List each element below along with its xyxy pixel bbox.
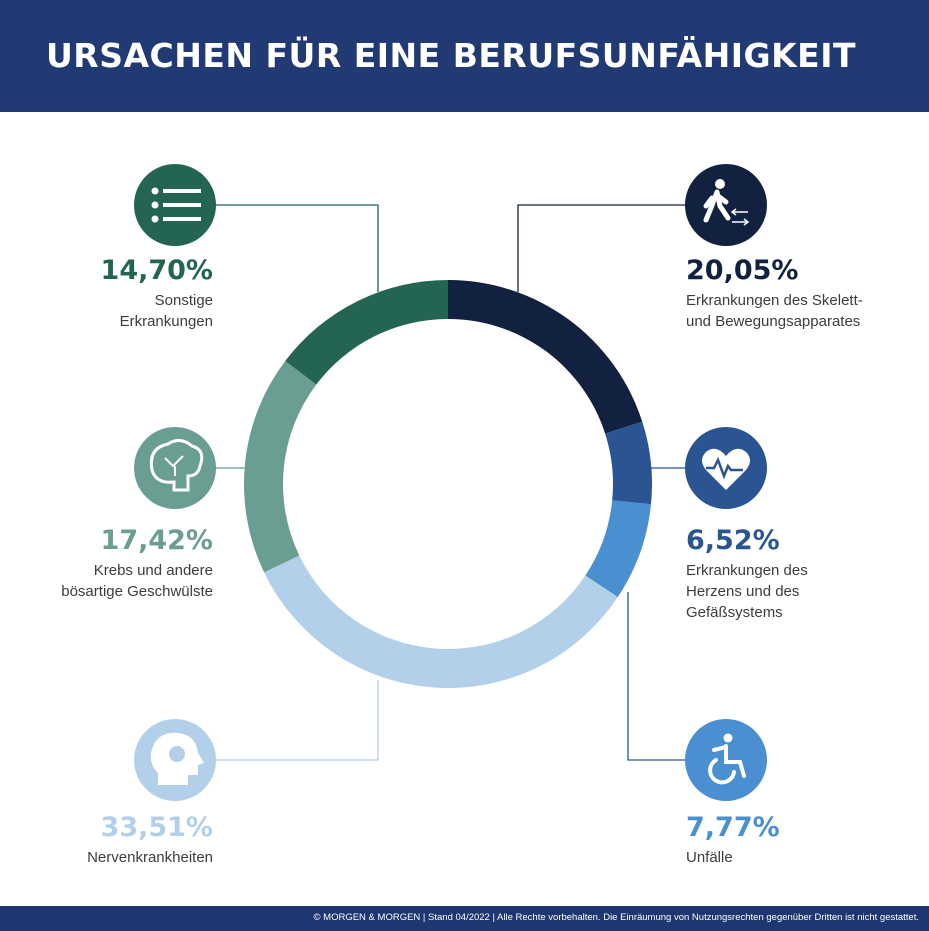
donut-segment-0 [448, 280, 643, 434]
wheelchair-icon [685, 719, 767, 801]
page-title: URSACHEN FÜR EINE BERUFSUNFÄHIGKEIT [46, 36, 857, 75]
label-skelett: Erkrankungen des Skelett-und Bewegungsap… [686, 292, 863, 330]
brain-icon [134, 427, 216, 509]
donut-segment-1 [605, 421, 652, 505]
connector-nerven [215, 680, 379, 761]
pct-unfaelle: 7,77% [686, 812, 780, 843]
pct-skelett: 20,05% [686, 255, 799, 286]
connector-skelett [517, 204, 690, 292]
label-unfaelle: Unfälle [686, 849, 733, 866]
pct-nerven: 33,51% [100, 812, 213, 843]
donut-segment-5 [285, 280, 448, 385]
label-nerven: Nervenkrankheiten [87, 849, 213, 866]
donut-segment-2 [585, 500, 651, 598]
footer: © MORGEN & MORGEN | Stand 04/2022 | Alle… [0, 906, 929, 931]
pct-herz: 6,52% [686, 525, 780, 556]
walking-person-icon [685, 164, 767, 246]
connector-sonstige [215, 204, 379, 292]
label-krebs: Krebs und andere bösartige Geschwülste [61, 562, 213, 600]
pct-sonstige: 14,70% [100, 255, 213, 286]
pct-krebs: 17,42% [100, 525, 213, 556]
donut-segment-4 [243, 361, 317, 573]
header-banner: URSACHEN FÜR EINE BERUFSUNFÄHIGKEIT [0, 0, 929, 112]
connector-unfaelle [627, 592, 688, 761]
heart-pulse-icon [685, 427, 767, 509]
list-icon [134, 164, 216, 246]
label-herz: Erkrankungen des Herzens und des Gefäßsyst… [686, 562, 808, 621]
label-sonstige: Sonstige Erkrankungen [119, 292, 213, 330]
donut-segment-3 [264, 555, 618, 688]
copyright-text: © MORGEN & MORGEN | Stand 04/2022 | Alle… [313, 912, 919, 923]
head-icon [134, 719, 216, 801]
